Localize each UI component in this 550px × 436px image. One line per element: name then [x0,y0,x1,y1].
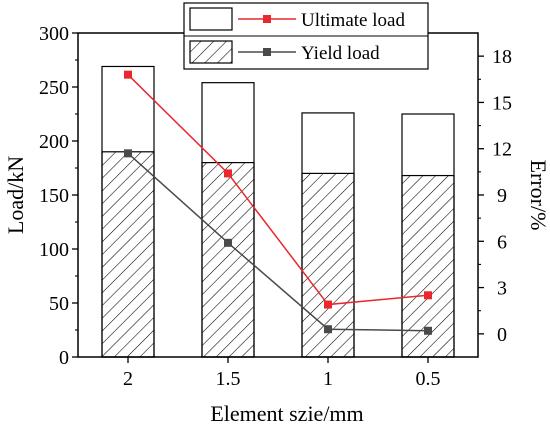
y-tick-label-0: 0 [59,347,69,369]
y-tick-label-1: 50 [49,293,69,315]
legend-swatch-hatched-bar [189,40,233,64]
legend-marker-yield [263,48,271,56]
y2-tick-label-6: 18 [492,46,512,68]
lines-layer [124,70,432,335]
y2-tick-label-5: 15 [492,92,512,114]
legend-label-yield: Yield load [301,43,380,64]
y2-tick-label-2: 6 [497,231,507,253]
y-tick-label-2: 100 [39,239,69,261]
series-1-point-1 [224,238,232,247]
y-tick-label-4: 200 [39,131,69,153]
series-0-point-0 [124,70,132,79]
x-axis-ticks: 2 1.5 1 0.5 [123,357,441,390]
y2-tick-label-3: 9 [497,185,507,207]
bars-layer [101,65,455,358]
y-axis-label: Load/kN [3,156,28,234]
series-1-point-3 [424,326,432,335]
x-tick-label-0: 2 [123,368,133,390]
series-1-point-0 [124,149,132,158]
left-axis-ticks: 0 50 100 150 200 250 300 [39,23,78,369]
y2-tick-label-0: 0 [497,324,507,346]
hatched-bar-1 [201,162,255,358]
hatched-bar-3 [401,174,455,358]
x-tick-label-2: 1 [323,368,333,390]
y2-axis-label: Error/% [526,160,550,231]
legend-label-ultimate: Ultimate load [301,10,405,31]
series-1-point-2 [324,325,332,334]
y-tick-label-5: 250 [39,77,69,99]
legend-swatch-white-bar [189,7,233,31]
right-axis-ticks: 0 3 6 9 12 15 18 [478,46,512,346]
y2-tick-label-4: 12 [492,139,512,161]
x-tick-label-1: 1.5 [216,368,241,390]
series-line-0 [127,74,429,306]
y-tick-label-6: 300 [39,23,69,45]
series-0-point-1 [224,169,232,178]
legend: Ultimate load Yield load [183,2,429,70]
x-tick-label-3: 0.5 [416,368,441,390]
hatched-bar-0 [101,151,155,358]
series-0-point-2 [324,300,332,309]
y-tick-label-3: 150 [39,185,69,207]
series-0-point-3 [424,291,432,300]
x-axis-label: Element szie/mm [210,401,363,426]
y2-tick-label-1: 3 [497,278,507,300]
series-line-1 [127,152,429,332]
legend-marker-ultimate [263,15,271,23]
